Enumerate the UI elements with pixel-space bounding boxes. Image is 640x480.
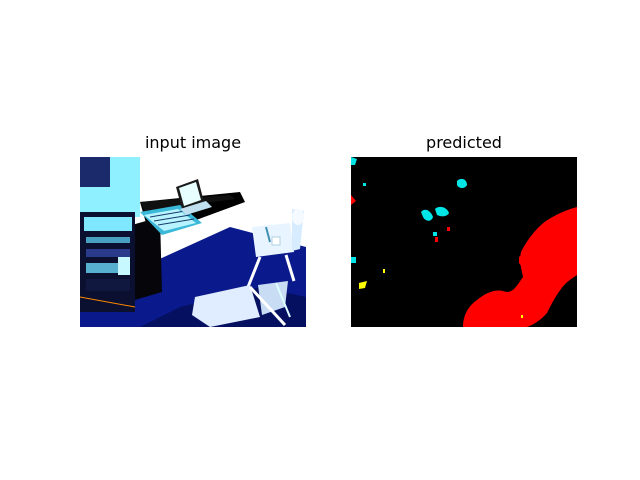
predicted-title: predicted bbox=[426, 133, 502, 152]
predicted-mask-panel bbox=[351, 157, 577, 327]
input-image-panel bbox=[80, 157, 306, 327]
predicted-mask bbox=[351, 157, 577, 327]
input-image-title: input image bbox=[144, 133, 242, 152]
input-image bbox=[80, 157, 306, 327]
